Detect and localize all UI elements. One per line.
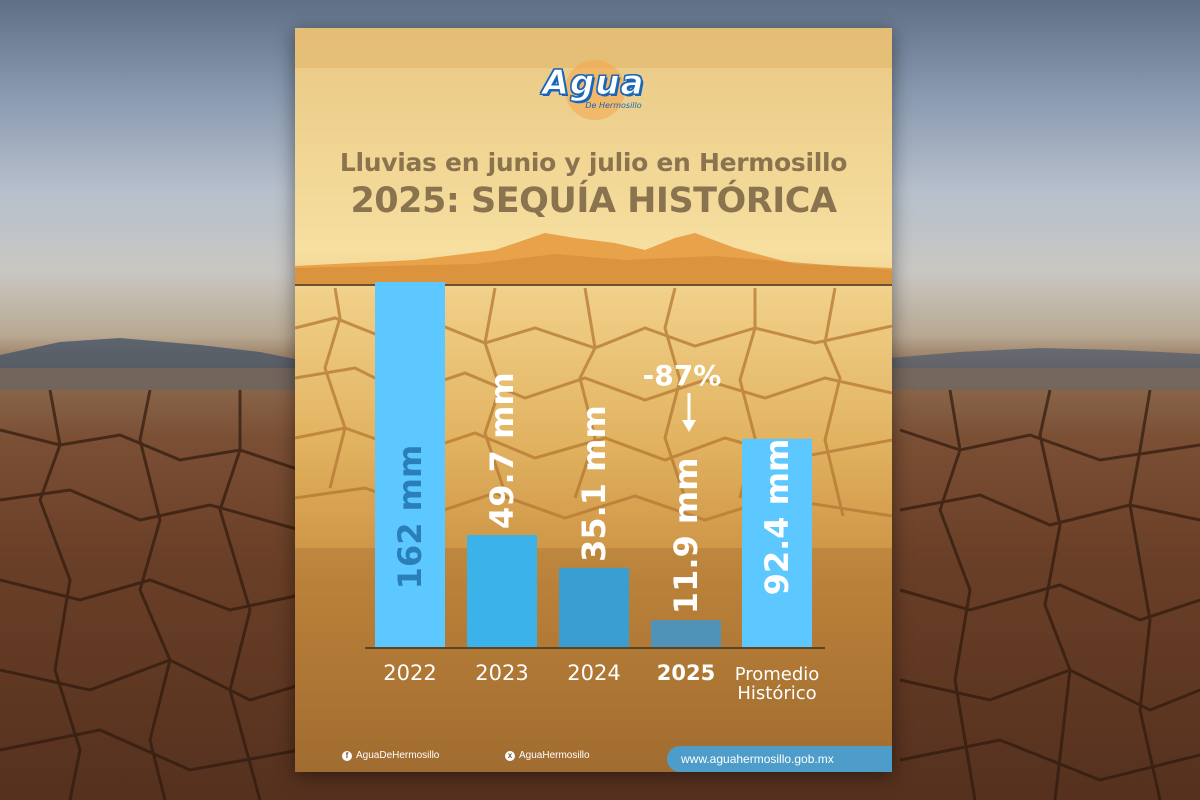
bar-2023	[467, 535, 537, 647]
facebook-icon: f	[342, 750, 352, 761]
x-tick-label: Histórico	[737, 683, 816, 704]
bar-promedio-histórico	[742, 438, 812, 647]
facebook-handle-text: AguaDeHermosillo	[356, 750, 440, 761]
x-tick-label: 2022	[383, 661, 436, 685]
facebook-handle[interactable]: f AguaDeHermosillo	[342, 750, 439, 761]
bar-2022	[375, 282, 445, 647]
infographic-poster: Agua De Hermosillo Lluvias en junio y ju…	[295, 28, 892, 772]
bar-value-label: 11.9 mm	[667, 457, 705, 614]
background-cracked-ground	[0, 390, 1200, 800]
website-link[interactable]: www.aguahermosillo.gob.mx	[667, 746, 892, 772]
bar-value-label: 49.7 mm	[483, 372, 521, 529]
page-title: Lluvias en junio y julio en Hermosillo	[339, 148, 848, 177]
bar-value-label: 35.1 mm	[575, 405, 613, 562]
rainfall-bar-chart: 162 mm 2022 49.7 mm 2023 35.1 mm 2024 11.9 mm 2…	[365, 282, 825, 704]
bar-2024	[559, 567, 629, 647]
bar-2025	[651, 620, 721, 647]
x-tick-label: Promedio	[735, 664, 820, 685]
logo-subtitle: De Hermosillo	[585, 101, 642, 110]
x-tick-label: 2024	[567, 661, 620, 685]
page-subtitle: 2025: SEQUÍA HISTÓRICA	[350, 181, 837, 221]
x-tick-label: 2025	[657, 661, 715, 685]
bar-value-label: 92.4 mm	[758, 439, 796, 596]
x-tick-label: 2023	[475, 661, 528, 685]
x-icon: x	[505, 750, 515, 761]
x-handle-text: AguaHermosillo	[519, 750, 590, 761]
agua-de-hermosillo-logo: Agua De Hermosillo	[295, 63, 892, 111]
logo-word: Agua	[542, 63, 645, 104]
change-annotation: -87%	[643, 359, 722, 392]
bar-value-label: 162 mm	[391, 445, 429, 590]
x-handle[interactable]: x AguaHermosillo	[505, 750, 590, 761]
down-arrow-head	[682, 420, 696, 432]
